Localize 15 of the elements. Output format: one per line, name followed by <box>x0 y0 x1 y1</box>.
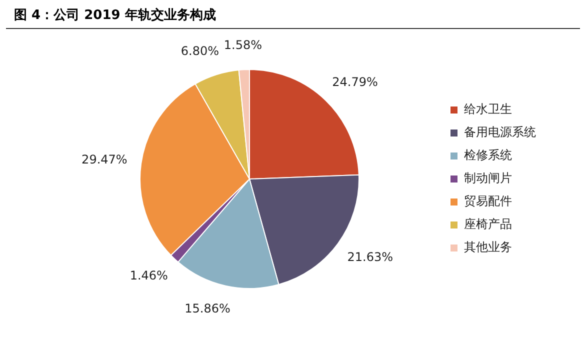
data-label: 29.47% <box>82 152 128 166</box>
legend-label: 检修系统 <box>464 148 512 162</box>
chart-title: 图 4：公司 2019 年轨交业务构成 <box>6 0 580 29</box>
data-label: 15.86% <box>184 301 230 316</box>
data-label: 6.80% <box>180 44 220 58</box>
data-label: 1.46% <box>130 268 168 282</box>
legend-label: 其他业务 <box>464 240 512 254</box>
legend-label: 给水卫生 <box>464 102 512 116</box>
legend-label: 座椅产品 <box>464 217 512 232</box>
legend-label: 备用电源系统 <box>464 125 536 140</box>
data-label: 24.79% <box>332 74 378 89</box>
legend-label: 制动闸片 <box>464 171 512 186</box>
legend-label: 贸易配件 <box>464 194 512 208</box>
data-label: 21.63% <box>347 250 394 264</box>
data-label: 1.58% <box>224 38 262 52</box>
